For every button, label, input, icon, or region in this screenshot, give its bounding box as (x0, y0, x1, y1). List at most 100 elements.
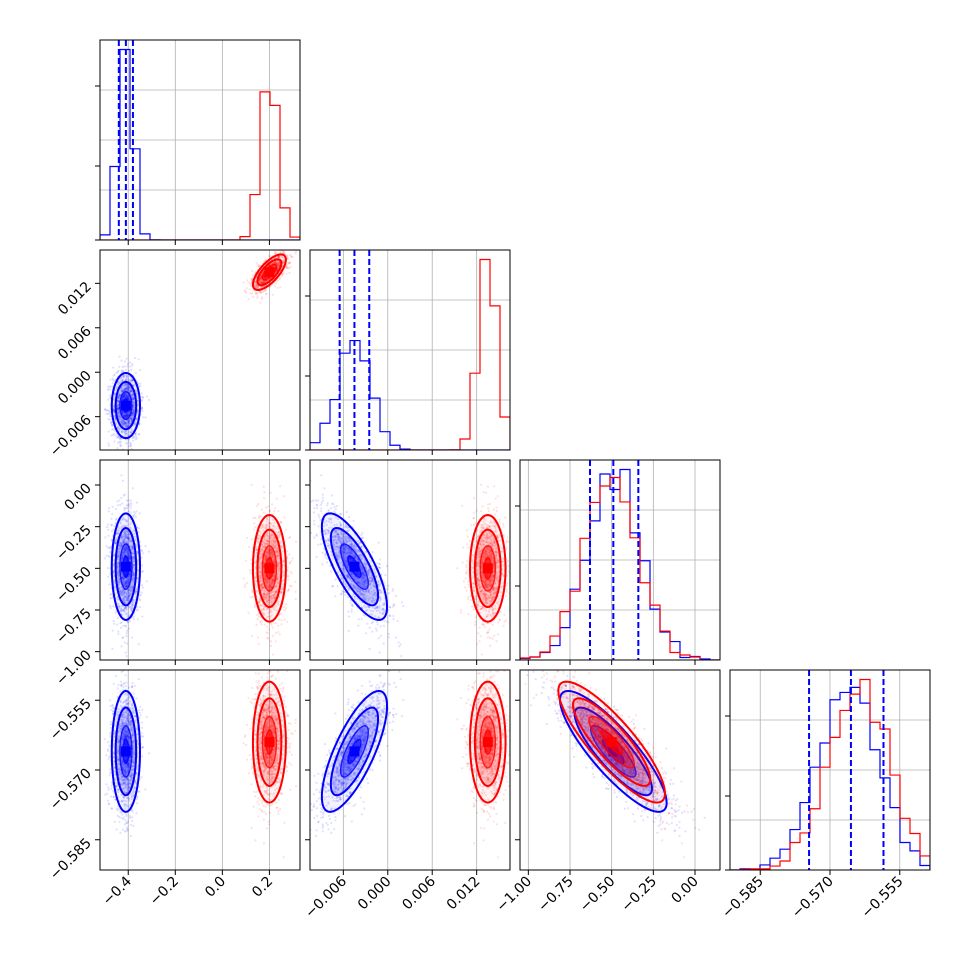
sample-point (123, 389, 126, 392)
sample-point (110, 421, 113, 425)
sample-point (257, 615, 260, 618)
sample-point (269, 640, 272, 643)
sample-point (126, 414, 129, 417)
sample-point (248, 288, 251, 291)
sample-point (122, 384, 125, 387)
sample-point (281, 250, 284, 253)
sample-point (264, 276, 267, 279)
sample-point (256, 285, 260, 288)
sample-point (117, 424, 120, 428)
sample-point (117, 384, 120, 387)
sample-point (129, 387, 132, 390)
sample-point (107, 409, 110, 412)
sample-point (124, 378, 128, 381)
sample-point (276, 262, 279, 265)
sample-point (129, 502, 133, 505)
panel-0-0 (95, 39, 301, 245)
sample-point (123, 414, 127, 417)
sample-point (117, 394, 120, 397)
sample-point (124, 431, 127, 435)
sample-point (294, 540, 298, 543)
sample-point (138, 433, 141, 436)
sample-point (123, 393, 126, 396)
sample-point (127, 440, 130, 443)
sample-point (277, 631, 280, 634)
sample-point (126, 425, 129, 428)
sample-point (111, 629, 114, 632)
sample-point (142, 416, 145, 419)
sample-point (122, 394, 125, 397)
sample-point (259, 276, 262, 279)
sample-point (125, 452, 127, 454)
sample-point (111, 424, 114, 427)
sample-point (266, 625, 269, 628)
sample-point (131, 412, 134, 415)
sample-point (284, 528, 288, 531)
sample-point (129, 417, 132, 420)
sample-point (117, 411, 121, 415)
sample-point (130, 419, 133, 422)
panel-content (103, 474, 298, 658)
sample-point (106, 526, 109, 529)
sample-point (286, 266, 289, 269)
sample-point (135, 609, 138, 612)
sample-point (123, 396, 126, 399)
sample-point (120, 421, 124, 424)
sample-point (130, 416, 133, 419)
sample-point (131, 436, 134, 440)
sample-point (126, 394, 129, 397)
sample-point (127, 422, 131, 425)
sample-point (288, 261, 291, 264)
sample-point (121, 370, 125, 373)
sample-point (129, 389, 133, 392)
sample-point (107, 430, 110, 433)
sample-point (259, 282, 263, 285)
sample-point (128, 421, 131, 424)
sample-point (282, 495, 285, 498)
sample-point (257, 642, 260, 645)
sample-point (112, 434, 115, 437)
sample-point (276, 256, 279, 259)
sample-point (132, 406, 135, 409)
sample-point (116, 504, 120, 507)
sample-point (126, 395, 129, 398)
sample-point (124, 422, 127, 425)
sample-point (127, 397, 130, 400)
sample-point (123, 419, 126, 422)
sample-point (144, 416, 147, 419)
sample-point (258, 265, 261, 268)
sample-point (121, 365, 124, 368)
sample-point (122, 387, 125, 390)
sample-point (274, 260, 277, 264)
panel-content (100, 40, 300, 240)
sample-point (131, 413, 134, 416)
sample-point (109, 385, 112, 388)
sample-point (132, 404, 135, 407)
sample-point (274, 261, 277, 264)
sample-point (286, 590, 289, 593)
sample-point (279, 256, 282, 259)
sample-point (280, 623, 283, 626)
sample-point (255, 283, 258, 286)
sample-point (286, 254, 289, 258)
sample-point (147, 398, 151, 401)
sample-point (268, 255, 271, 258)
sample-point (275, 497, 278, 500)
sample-point (125, 394, 128, 397)
sample-point (110, 428, 113, 431)
sample-point (259, 301, 262, 304)
sample-point (109, 378, 112, 381)
y-tick-label: −0.006 (47, 412, 95, 460)
sample-point (111, 505, 114, 508)
sample-point (258, 279, 261, 283)
sample-point (114, 418, 117, 421)
sample-point (140, 399, 143, 402)
sample-point (122, 394, 126, 397)
sample-point (131, 410, 135, 413)
sample-point (288, 253, 291, 257)
sample-point (260, 281, 263, 285)
sample-point (291, 557, 294, 560)
sample-point (117, 396, 121, 399)
sample-point (270, 623, 273, 626)
sample-point (118, 428, 121, 431)
